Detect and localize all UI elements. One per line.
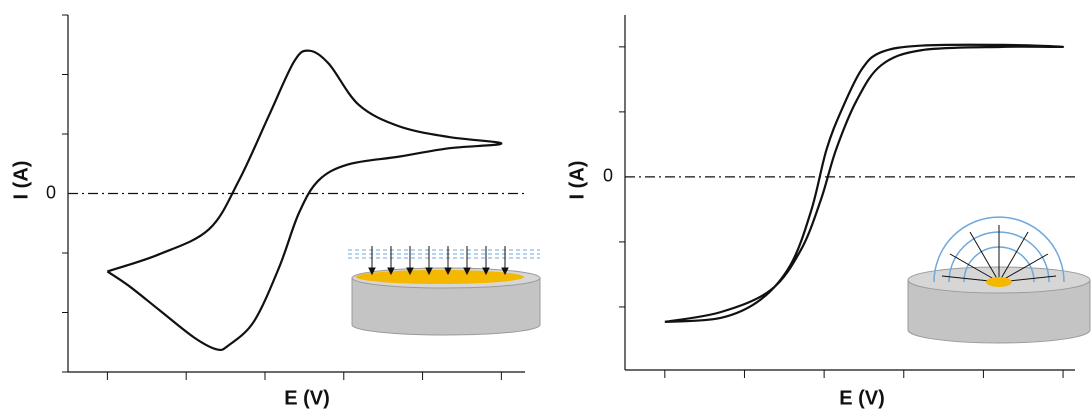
y-axis-label: I (A) — [10, 161, 32, 200]
y-axis-label: I (A) — [566, 161, 588, 200]
planar-electrode-inset — [348, 246, 541, 336]
plot: 0 E (V) I (A) — [566, 15, 1075, 409]
cv-curve — [664, 43, 1065, 323]
plot: 0 E (V) I (A) — [10, 14, 525, 409]
y-tick-label: 0 — [603, 166, 613, 186]
micro-electrode-inset — [907, 216, 1091, 344]
cv-curve — [106, 49, 503, 352]
y-tick-label: 0 — [46, 182, 56, 202]
x-axis-label: E (V) — [839, 387, 885, 409]
x-axis-label: E (V) — [284, 387, 330, 409]
